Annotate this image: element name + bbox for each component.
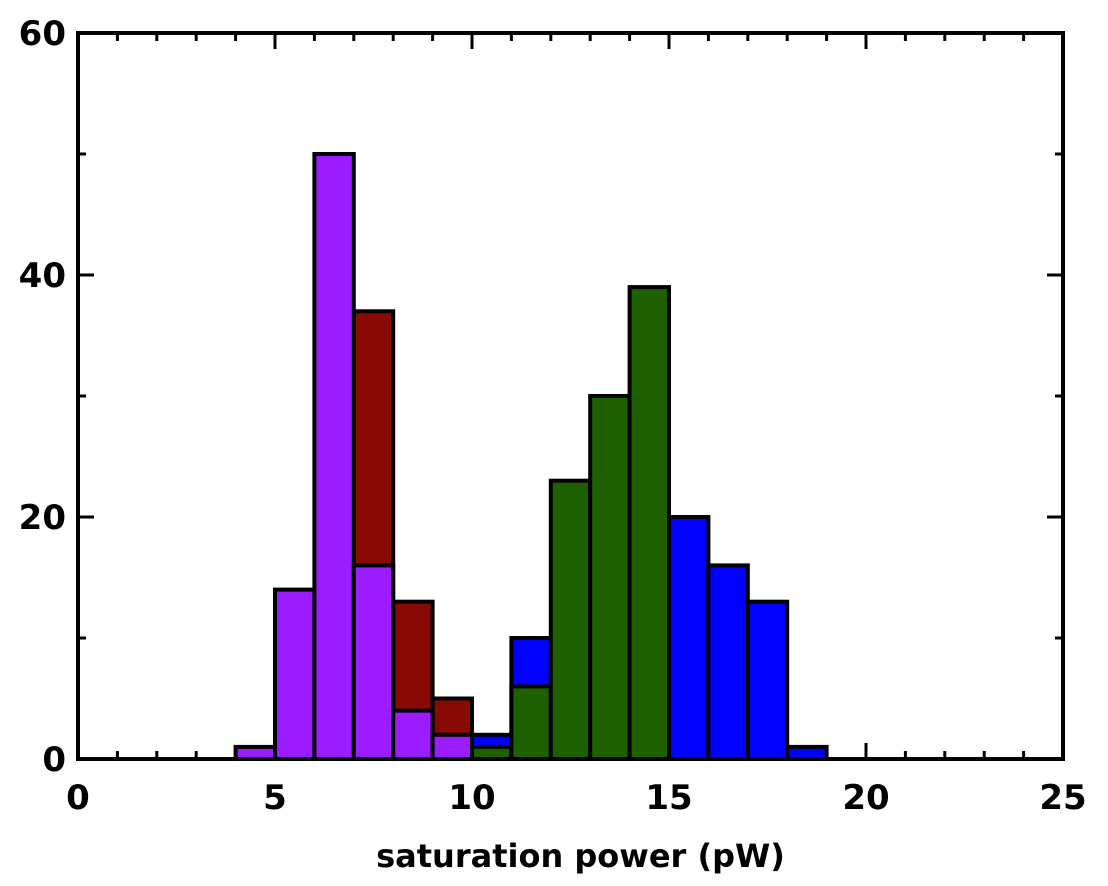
x-axis-label: saturation power (pW) (376, 837, 785, 875)
tick-labels-layer: 0 5 10 15 20 25 0 20 40 60 (19, 14, 1087, 818)
histogram-bar (509, 684, 553, 762)
x-tick-label: 10 (448, 778, 495, 818)
histogram-bar (548, 478, 593, 761)
histogram-bar (391, 708, 435, 761)
x-tick-label: 0 (66, 778, 90, 818)
histogram-bar (430, 732, 475, 761)
histogram-bar (588, 394, 632, 761)
histogram-bar (706, 563, 750, 762)
histogram-bar (667, 515, 711, 761)
x-tick-label: 15 (645, 778, 692, 818)
histogram-bar (627, 285, 671, 761)
histogram-bar (273, 587, 317, 761)
plot-frame (76, 31, 1065, 761)
x-tick-label: 25 (1039, 778, 1086, 818)
histogram-bar (745, 599, 790, 762)
y-tick-label: 20 (19, 498, 66, 538)
x-tick-label: 20 (842, 778, 889, 818)
histogram-bar (351, 563, 396, 762)
x-tick-label: 5 (263, 778, 287, 818)
y-tick-label: 40 (19, 256, 66, 296)
y-tick-label: 0 (42, 740, 66, 780)
bars-layer (233, 152, 829, 762)
histogram-bar (312, 152, 356, 761)
y-tick-label: 60 (19, 14, 66, 54)
